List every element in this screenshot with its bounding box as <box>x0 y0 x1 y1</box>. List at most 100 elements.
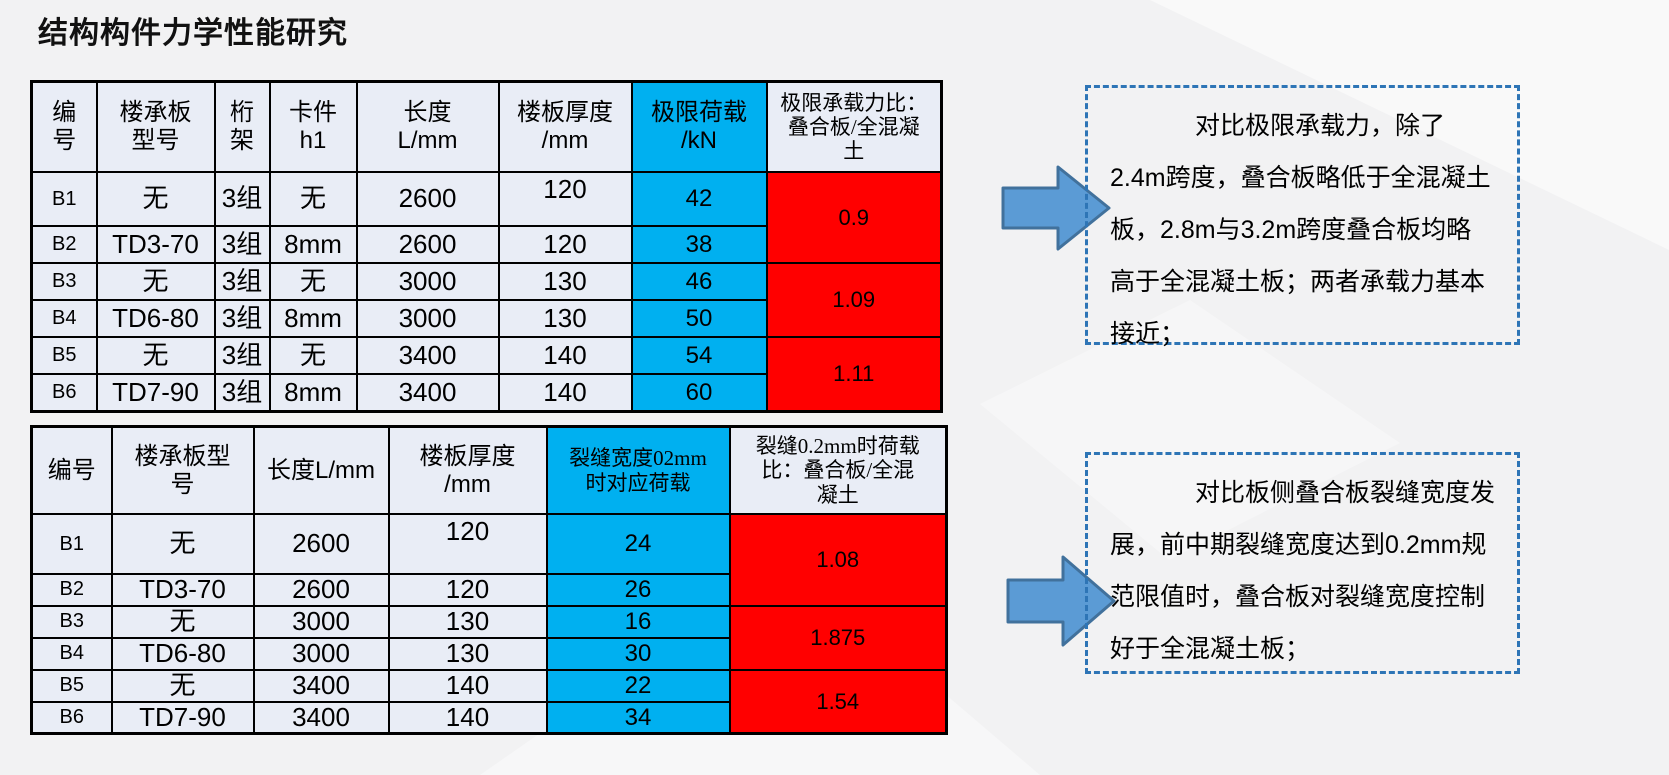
table-header-row: 编号 楼承板型 号 长度L/mm 楼板厚度 /mm 裂缝宽度02mm 时对应荷载… <box>30 425 948 515</box>
cell-id: B3 <box>30 604 113 639</box>
cell-thickness: 130 <box>387 604 548 639</box>
cell-thickness: 120 <box>387 513 548 575</box>
header-id: 编 号 <box>30 80 98 173</box>
cell-load: 30 <box>545 636 731 671</box>
header-length: 长度 L/mm <box>355 80 500 173</box>
table-row: B3 无 3组 无 3000 130 46 1.09 <box>30 262 943 338</box>
cell-length: 3000 <box>355 299 500 338</box>
cell-clip: 8mm <box>268 225 358 264</box>
cell-length: 3400 <box>355 336 500 375</box>
cell-load: 16 <box>545 604 731 639</box>
cell-model: TD3-70 <box>110 573 255 607</box>
table-row: B6 TD7-90 3组 8mm 3400 140 60 <box>30 373 942 413</box>
cell-length: 2600 <box>355 171 500 227</box>
cell-ratio: 1.08 <box>728 513 948 607</box>
cell-length: 2600 <box>355 225 500 264</box>
cell-load: 60 <box>630 373 768 413</box>
cell-id: B3 <box>30 262 98 301</box>
cell-ratio: 1.11 <box>765 336 943 413</box>
cell-load: 22 <box>545 668 731 703</box>
note-box-ultimate-capacity: 对比极限承载力，除了2.4m跨度，叠合板略低于全混凝土板，2.8m与3.2m跨度… <box>1085 85 1520 348</box>
cell-ratio: 1.54 <box>728 668 948 735</box>
cell-load: 50 <box>630 299 768 338</box>
cell-truss: 3组 <box>213 299 271 338</box>
table-row: B2 TD3-70 2600 120 26 <box>30 573 947 607</box>
cell-model: TD7-90 <box>95 373 216 413</box>
cell-load: 42 <box>630 171 768 227</box>
cell-id: B1 <box>30 513 113 575</box>
cell-id: B6 <box>30 700 113 735</box>
cell-id: B2 <box>30 573 113 607</box>
header-thickness: 楼板厚度 /mm <box>497 80 633 173</box>
cell-load: 46 <box>630 262 768 301</box>
cell-clip: 无 <box>268 262 358 301</box>
cell-id: B1 <box>30 171 98 227</box>
table-row: B3 无 3000 130 16 1.875 <box>30 604 948 671</box>
cell-truss: 3组 <box>213 262 271 301</box>
header-deck-model: 楼承板 型号 <box>95 80 216 173</box>
cell-length: 3400 <box>252 700 390 735</box>
cell-thickness: 140 <box>497 336 633 375</box>
cell-thickness: 140 <box>387 668 548 703</box>
cell-load: 34 <box>545 700 731 735</box>
table-row: B1 无 2600 120 24 1.08 <box>30 513 948 607</box>
cell-clip: 无 <box>268 336 358 375</box>
header-thickness: 楼板厚度 /mm <box>387 425 548 515</box>
cell-load: 26 <box>545 573 731 607</box>
cell-thickness: 140 <box>387 700 548 735</box>
cell-length: 2600 <box>252 573 390 607</box>
cell-ratio: 1.875 <box>728 604 948 671</box>
table-header-row: 编 号 楼承板 型号 桁 架 卡件 h1 长度 L/mm 楼板厚度 /mm 极限… <box>30 80 943 173</box>
header-deck-model: 楼承板型 号 <box>110 425 255 515</box>
cell-id: B6 <box>30 373 98 413</box>
cell-model: TD7-90 <box>110 700 255 735</box>
cell-length: 3000 <box>355 262 500 301</box>
cell-clip: 8mm <box>268 373 358 413</box>
cell-model: TD6-80 <box>110 636 255 671</box>
cell-thickness: 130 <box>387 636 548 671</box>
cell-model: 无 <box>110 513 255 575</box>
table-row: B4 TD6-80 3000 130 30 <box>30 636 947 671</box>
cell-length: 3000 <box>252 604 390 639</box>
cell-truss: 3组 <box>213 373 271 413</box>
ultimate-load-table: 编 号 楼承板 型号 桁 架 卡件 h1 长度 L/mm 楼板厚度 /mm 极限… <box>30 80 943 413</box>
cell-thickness: 130 <box>497 299 633 338</box>
header-clip-h1: 卡件 h1 <box>268 80 358 173</box>
cell-id: B5 <box>30 668 113 703</box>
header-crack-load: 裂缝宽度02mm 时对应荷载 <box>545 425 731 515</box>
table-row: B6 TD7-90 3400 140 34 <box>30 700 947 735</box>
cell-truss: 3组 <box>213 171 271 227</box>
cell-length: 3400 <box>252 668 390 703</box>
header-ultimate-load: 极限荷载 /kN <box>630 80 768 173</box>
table-row: B2 TD3-70 3组 8mm 2600 120 38 <box>30 225 942 264</box>
cell-model: 无 <box>95 336 216 375</box>
cell-thickness: 120 <box>497 171 633 227</box>
header-truss: 桁 架 <box>213 80 271 173</box>
cell-model: 无 <box>110 604 255 639</box>
cell-load: 24 <box>545 513 731 575</box>
cell-length: 3000 <box>252 636 390 671</box>
cell-length: 3400 <box>355 373 500 413</box>
cell-truss: 3组 <box>213 336 271 375</box>
cell-length: 2600 <box>252 513 390 575</box>
crack-load-table: 编号 楼承板型 号 长度L/mm 楼板厚度 /mm 裂缝宽度02mm 时对应荷载… <box>30 425 948 736</box>
cell-id: B4 <box>30 299 98 338</box>
cell-clip: 8mm <box>268 299 358 338</box>
cell-id: B5 <box>30 336 98 375</box>
table-row: B5 无 3组 无 3400 140 54 1.11 <box>30 336 943 413</box>
note-text: 对比极限承载力，除了2.4m跨度，叠合板略低于全混凝土板，2.8m与3.2m跨度… <box>1110 112 1491 348</box>
right-arrow-icon <box>1001 165 1111 251</box>
cell-thickness: 140 <box>497 373 633 413</box>
cell-model: 无 <box>95 171 216 227</box>
cell-thickness: 130 <box>497 262 633 301</box>
table-row: B1 无 3组 无 2600 120 42 0.9 <box>30 171 943 264</box>
cell-thickness: 120 <box>387 573 548 607</box>
cell-ratio: 0.9 <box>765 171 943 264</box>
cell-load: 38 <box>630 225 768 264</box>
note-text: 对比板侧叠合板裂缝宽度发展，前中期裂缝宽度达到0.2mm规范限值时，叠合板对裂缝… <box>1110 479 1496 663</box>
header-length: 长度L/mm <box>252 425 390 515</box>
cell-model: TD6-80 <box>95 299 216 338</box>
header-crack-ratio: 裂缝0.2mm时荷载 比：叠合板/全混 凝土 <box>728 425 948 515</box>
cell-clip: 无 <box>268 171 358 227</box>
cell-model: 无 <box>95 262 216 301</box>
